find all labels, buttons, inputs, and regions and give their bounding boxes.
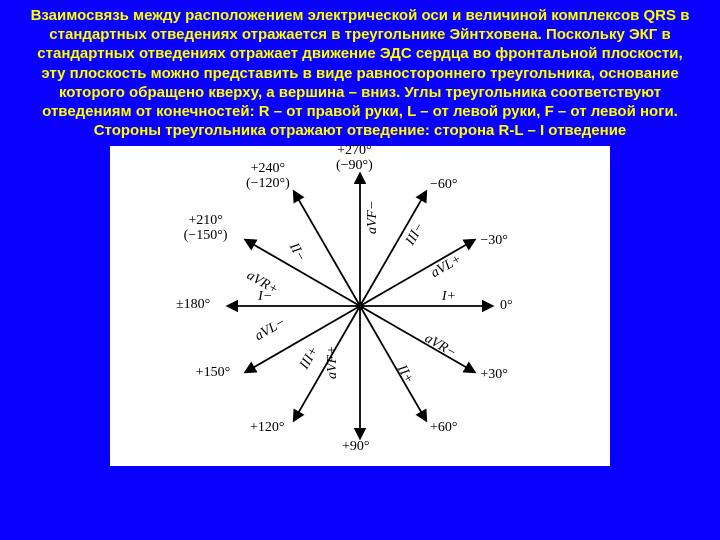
lead-label: aVF+: [326, 345, 341, 379]
spoke-line: [360, 240, 474, 306]
spoke-line: [360, 306, 426, 420]
angle-label: +210°(−150°): [184, 214, 228, 243]
lead-label: I+: [442, 290, 456, 305]
lead-label: aVF−: [366, 200, 381, 234]
headline-text: Взаимосвязь между расположением электрич…: [24, 6, 696, 140]
angle-label: −30°: [480, 234, 508, 249]
angle-label: +240°(−120°): [246, 162, 290, 191]
angle-label: −60°: [430, 178, 458, 193]
angle-label: +120°: [250, 421, 285, 436]
angle-label: +270°(−90°): [336, 144, 373, 173]
angle-label: +90°: [342, 440, 370, 455]
angle-label: +60°: [430, 421, 458, 436]
spoke-line: [360, 306, 474, 372]
hexaxial-diagram: 0°I++30°aVR−+60°II++90°aVF++120°III++150…: [110, 146, 610, 466]
angle-label: +30°: [480, 368, 508, 383]
angle-label: +150°: [196, 366, 231, 381]
slide-page: Взаимосвязь между расположением электрич…: [0, 0, 720, 540]
angle-label: 0°: [500, 299, 513, 314]
angle-label: ±180°: [176, 298, 210, 313]
